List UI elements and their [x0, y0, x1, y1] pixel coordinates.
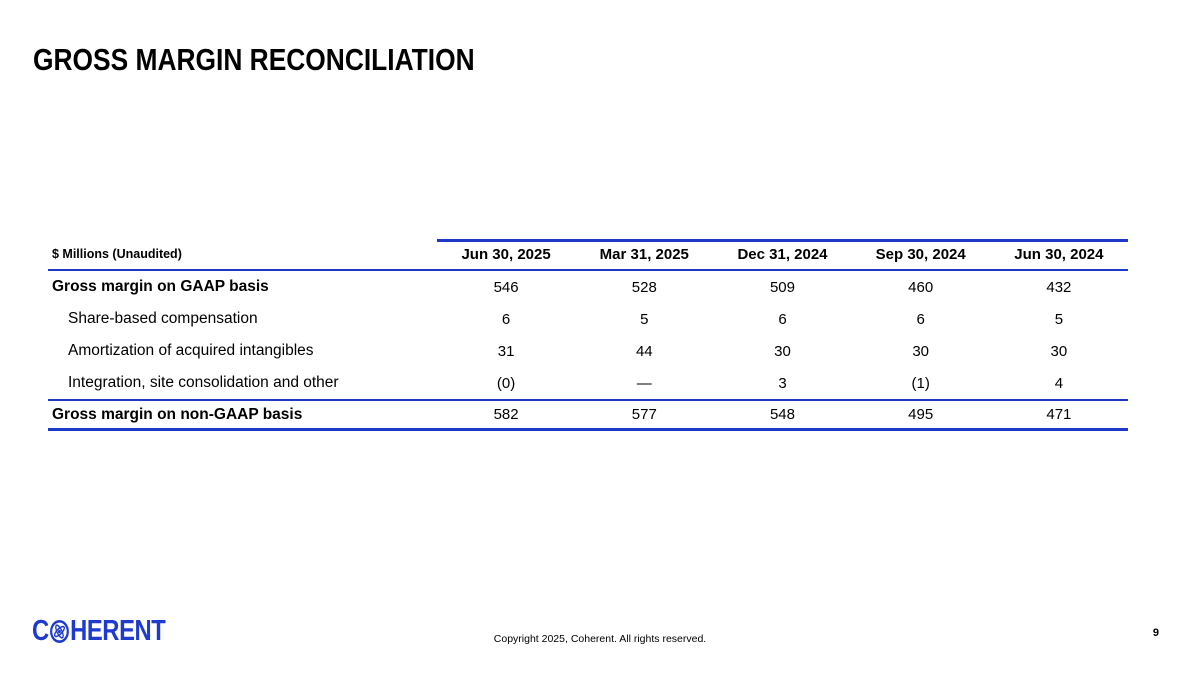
- table-cell: 528: [631, 278, 657, 296]
- logo-text-rest: HERENT: [70, 615, 166, 647]
- table-row-gaap-basis: Gross margin on GAAP basis 546 528 509 4…: [48, 271, 1128, 303]
- table-cell: 6: [778, 310, 787, 328]
- table-header-row: $ Millions (Unaudited) Jun 30, 2025 Mar …: [48, 239, 1128, 271]
- table-cell: 6: [916, 310, 925, 328]
- table-cell: 495: [908, 406, 934, 423]
- table-row-amortization: Amortization of acquired intangibles 31 …: [48, 335, 1128, 367]
- table-cell: 4: [1054, 374, 1064, 392]
- row-label: Gross margin on non-GAAP basis: [52, 405, 303, 423]
- table-cell: 30: [774, 342, 791, 360]
- table-cell: (1): [911, 374, 930, 392]
- table-cell: 5: [640, 310, 649, 328]
- logo-text-c: C: [32, 615, 49, 647]
- table-cell: 31: [497, 342, 515, 360]
- table-cell: 3: [778, 374, 787, 392]
- table-unit-label: $ Millions (Unaudited): [52, 247, 182, 261]
- table-row-share-based-compensation: Share-based compensation 6 5 6 6 5: [48, 303, 1128, 335]
- table-cell: —: [636, 374, 652, 392]
- table-row-non-gaap-basis: Gross margin on non-GAAP basis 582 577 5…: [48, 399, 1128, 431]
- column-header: Jun 30, 2024: [1014, 245, 1104, 263]
- column-header: Sep 30, 2024: [875, 245, 966, 263]
- table-cell: 509: [769, 278, 795, 296]
- table-cell: 582: [493, 406, 519, 423]
- table-cell: 546: [493, 278, 519, 296]
- page-number: 9: [1152, 627, 1159, 639]
- table-cell: (0): [496, 374, 516, 392]
- table-cell: 548: [769, 406, 795, 423]
- row-label: Amortization of acquired intangibles: [68, 342, 314, 359]
- table-cell: 5: [1054, 310, 1064, 328]
- row-label: Gross margin on GAAP basis: [52, 278, 269, 295]
- page-title: GROSS MARGIN RECONCILIATION: [33, 42, 475, 77]
- table-cell: 44: [635, 342, 653, 360]
- table-cell: 432: [1046, 278, 1072, 296]
- table-cell: 30: [1050, 342, 1068, 360]
- coherent-logo: C HERENT: [32, 615, 166, 647]
- table-row-integration: Integration, site consolidation and othe…: [48, 367, 1128, 399]
- table-cell: 460: [908, 278, 934, 296]
- column-header: Dec 31, 2024: [737, 245, 828, 263]
- row-label: Share-based compensation: [68, 310, 258, 327]
- table-cell: 30: [912, 342, 930, 360]
- row-label: Integration, site consolidation and othe…: [68, 374, 339, 391]
- table-top-rule: [437, 239, 1128, 242]
- table-cell: 471: [1046, 406, 1072, 423]
- column-header: Jun 30, 2025: [461, 245, 551, 263]
- copyright-text: Copyright 2025, Coherent. All rights res…: [493, 633, 707, 645]
- column-header: Mar 31, 2025: [599, 245, 689, 263]
- atom-icon: [50, 619, 69, 643]
- gross-margin-reconciliation-table: $ Millions (Unaudited) Jun 30, 2025 Mar …: [48, 239, 1128, 431]
- table-cell: 6: [501, 310, 511, 328]
- table-cell: 577: [631, 406, 657, 423]
